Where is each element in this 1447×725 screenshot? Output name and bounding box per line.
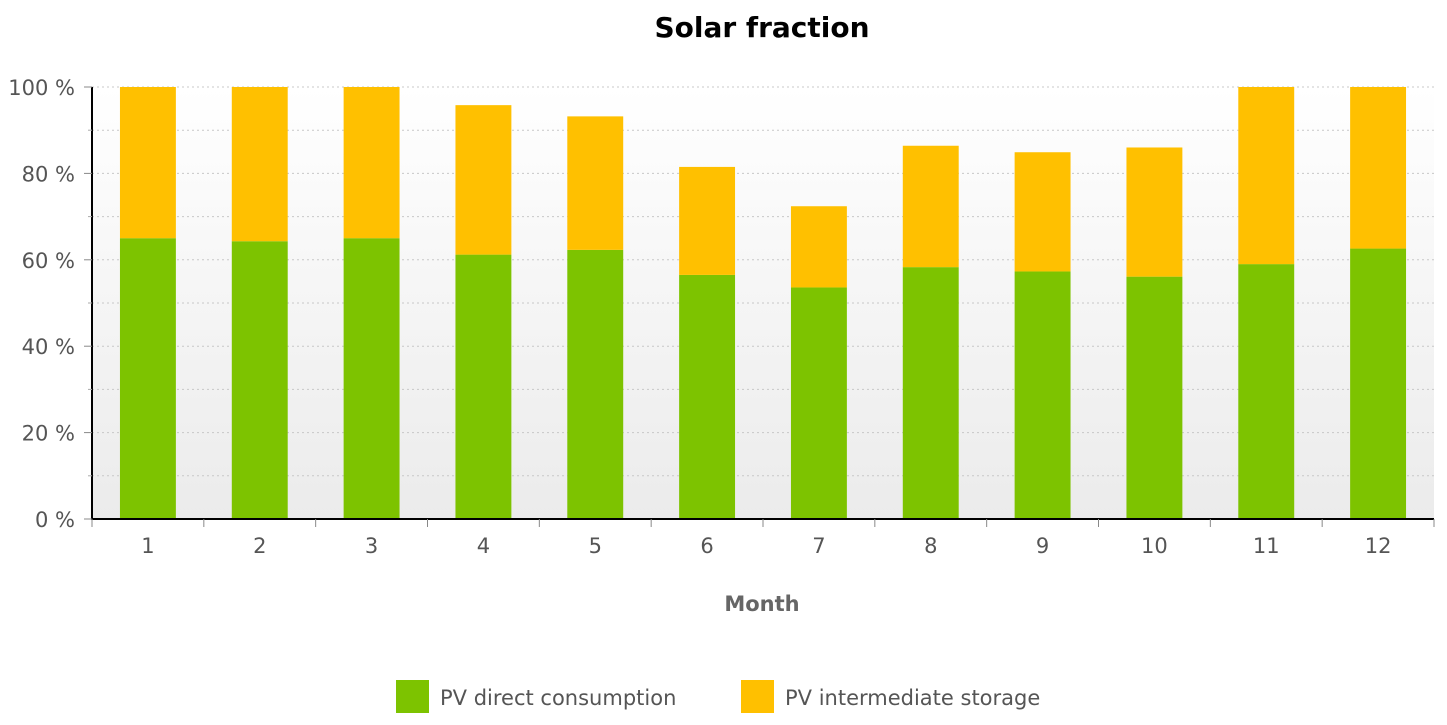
x-tick-label: 11 (1253, 534, 1280, 558)
x-tick-label: 9 (1036, 534, 1049, 558)
y-tick-label: 0 % (35, 508, 75, 532)
bar-pv-direct-consumption (679, 274, 736, 519)
gridlines (92, 86, 1434, 477)
x-tick-label: 7 (812, 534, 825, 558)
bar-pv-direct-consumption (455, 254, 512, 519)
y-tick-label: 80 % (22, 162, 75, 186)
bar-pv-intermediate-storage (231, 87, 288, 242)
bar-pv-intermediate-storage (679, 166, 736, 275)
bar-pv-intermediate-storage (1014, 152, 1071, 272)
legend-swatch (396, 680, 429, 713)
x-tick-label: 4 (477, 534, 490, 558)
bar-pv-intermediate-storage (455, 105, 512, 255)
bar-pv-direct-consumption (790, 287, 847, 519)
x-tick-label: 2 (253, 534, 266, 558)
bar-pv-direct-consumption (567, 249, 624, 519)
y-tick-label: 100 % (8, 76, 75, 100)
chart-title: Solar fraction (654, 11, 869, 44)
x-axis-ticks: 1 2 3 4 5 6 7 8 9 10 11 12 (91, 519, 1435, 558)
x-tick-label: 6 (700, 534, 713, 558)
bar-pv-intermediate-storage (1350, 87, 1407, 249)
x-tick-label: 3 (365, 534, 378, 558)
bar-pv-intermediate-storage (567, 116, 624, 250)
legend-label: PV direct consumption (440, 686, 676, 710)
bar-pv-direct-consumption (343, 238, 400, 519)
bar-pv-direct-consumption (231, 241, 288, 519)
bar-pv-intermediate-storage (343, 87, 400, 239)
legend-label: PV intermediate storage (785, 686, 1040, 710)
legend: PV direct consumption PV intermediate sto… (396, 680, 1040, 713)
x-tick-label: 1 (141, 534, 154, 558)
bar-pv-direct-consumption (1350, 248, 1407, 519)
bar-pv-intermediate-storage (1126, 147, 1183, 277)
bar-pv-direct-consumption (1014, 271, 1071, 519)
x-tick-label: 10 (1141, 534, 1168, 558)
y-tick-label: 60 % (22, 249, 75, 273)
bar-pv-intermediate-storage (902, 145, 959, 268)
bar-pv-intermediate-storage (790, 206, 847, 288)
bar-pv-direct-consumption (1126, 276, 1183, 519)
bar-pv-direct-consumption (902, 267, 959, 519)
bars (119, 87, 1407, 519)
bar-pv-intermediate-storage (1238, 87, 1295, 265)
bar-pv-direct-consumption (119, 238, 176, 519)
bar-pv-direct-consumption (1238, 264, 1295, 519)
x-axis-title: Month (724, 592, 799, 616)
x-tick-label: 12 (1365, 534, 1392, 558)
bar-pv-intermediate-storage (119, 87, 176, 239)
legend-swatch (741, 680, 774, 713)
y-tick-label: 20 % (22, 422, 75, 446)
y-tick-label: 40 % (22, 335, 75, 359)
y-axis-ticks: 0 % 20 % 40 % 60 % 80 % 100 % (8, 76, 92, 532)
x-tick-label: 5 (589, 534, 602, 558)
x-tick-label: 8 (924, 534, 937, 558)
